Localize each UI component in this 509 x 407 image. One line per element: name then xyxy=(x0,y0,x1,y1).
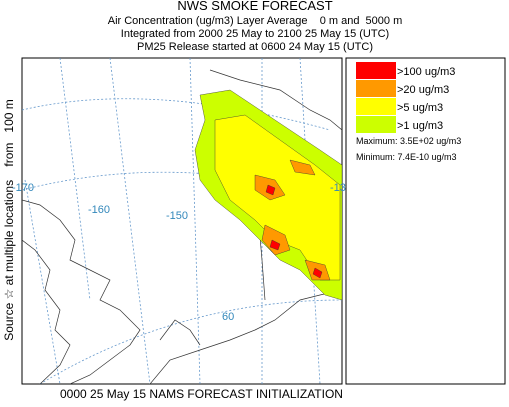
map: -170 -160 -150 -130 60 xyxy=(12,57,352,385)
legend-label: >100 ug/m3 xyxy=(397,66,455,78)
subtitle: Air Concentration (ug/m3) Layer Average … xyxy=(108,15,403,27)
legend-swatch xyxy=(356,80,396,97)
graticule-label: -170 xyxy=(12,182,34,194)
legend-minimum: Minimum: 7.4E-10 ug/m3 xyxy=(356,152,457,162)
legend-label: >1 ug/m3 xyxy=(397,120,443,132)
legend-swatch xyxy=(356,62,396,79)
legend-swatch xyxy=(356,98,396,115)
legend-label: >20 ug/m3 xyxy=(397,84,449,96)
legend: >100 ug/m3 >20 ug/m3 >5 ug/m3 >1 ug/m3 Maxi… xyxy=(345,57,506,385)
smoke-plume xyxy=(194,89,342,301)
graticule-label: -160 xyxy=(88,204,110,216)
title: NWS SMOKE FORECAST xyxy=(177,0,332,13)
legend-swatch xyxy=(356,116,396,133)
subtitle: PM25 Release started at 0600 24 May 15 (… xyxy=(137,41,373,53)
legend-label: >5 ug/m3 xyxy=(397,102,443,114)
subtitle: Integrated from 2000 25 May to 2100 25 M… xyxy=(121,28,389,40)
graticule-label: -150 xyxy=(166,210,188,222)
legend-maximum: Maximum: 3.5E+02 ug/m3 xyxy=(356,136,461,146)
footer: 0000 25 May 15 NAMS FORECAST INITIALIZAT… xyxy=(60,387,343,401)
graticule-label: 60 xyxy=(222,311,234,323)
side-label: Source ☆ at multiple locations from 100 … xyxy=(2,99,16,341)
